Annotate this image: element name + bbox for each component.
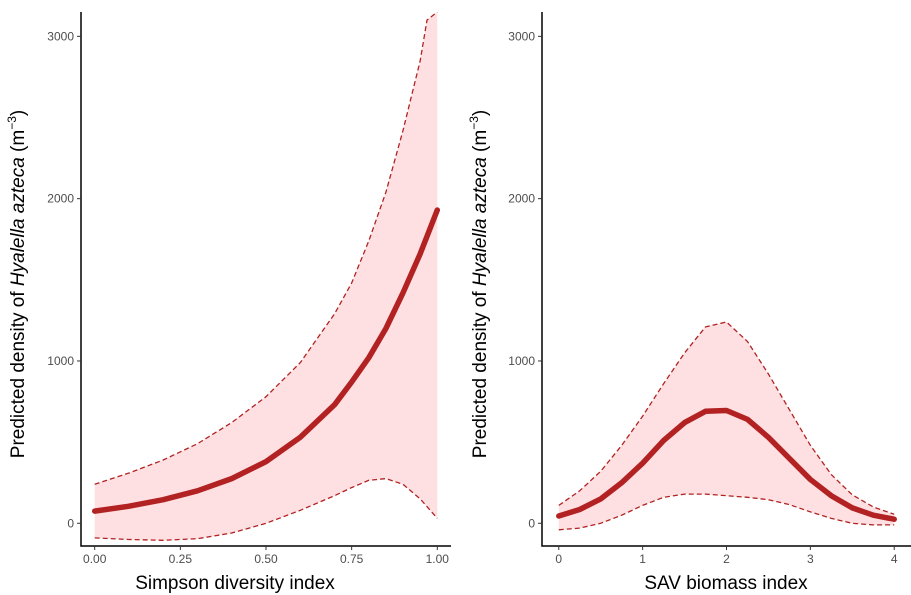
plot-area xyxy=(556,321,897,531)
y-title-unit-close: ) xyxy=(8,110,29,116)
plot-area xyxy=(91,12,441,541)
lower-bound-line xyxy=(558,493,895,531)
x-tick-label: 3 xyxy=(807,552,814,566)
y-tick-label: 1000 xyxy=(47,354,74,368)
y-title-species: Hyalella azteca xyxy=(8,157,29,286)
confidence-band xyxy=(558,322,895,530)
x-axis-title: SAV biomass index xyxy=(644,573,808,594)
y-title-prefix: Predicted density of xyxy=(8,286,29,458)
axis-lines xyxy=(80,12,451,547)
x-axis-title: Simpson diversity index xyxy=(135,573,335,594)
y-tick-label: 0 xyxy=(67,516,74,530)
x-tick-label: 2 xyxy=(723,552,730,566)
y-axis-title: Predicted density of Hyalella azteca (m−… xyxy=(5,110,29,458)
y-tick-label: 1000 xyxy=(508,354,535,368)
y-title-unit-close: ) xyxy=(470,110,491,116)
x-tick-label: 1 xyxy=(639,552,646,566)
y-tick-label: 2000 xyxy=(508,192,535,206)
lower-bound-line xyxy=(94,477,438,541)
upper-bound-line xyxy=(558,321,895,515)
x-tick-label: 0 xyxy=(555,552,562,566)
y-axis-title: Predicted density of Hyalella azteca (m−… xyxy=(467,110,491,458)
x-tick-label: 0.25 xyxy=(169,552,193,566)
x-tick-label: 0.50 xyxy=(254,552,278,566)
y-tick-label: 3000 xyxy=(47,29,74,43)
x-tick-label: 4 xyxy=(891,552,898,566)
fitted-line xyxy=(91,207,441,514)
panel-2: 0 1000 2000 3000 0 1 2 3 4 SAV biomass index Predi… xyxy=(467,12,911,594)
y-tick-label: 0 xyxy=(528,516,535,530)
x-tick-label: 1.00 xyxy=(426,552,450,566)
x-tick-label: 0.75 xyxy=(340,552,364,566)
x-tick-label: 0.00 xyxy=(83,552,107,566)
y-title-unit: (m xyxy=(470,130,491,157)
upper-bound-line xyxy=(94,12,438,485)
y-title-exponent: −3 xyxy=(5,116,19,130)
y-tick-label: 2000 xyxy=(47,192,74,206)
y-title-unit: (m xyxy=(8,130,29,157)
confidence-band xyxy=(94,12,438,541)
y-title-prefix: Predicted density of xyxy=(470,286,491,458)
y-title-species: Hyalella azteca xyxy=(470,157,491,286)
axis-lines xyxy=(541,12,911,547)
y-title-exponent: −3 xyxy=(467,116,481,130)
y-tick-label: 3000 xyxy=(508,29,535,43)
panel-1: 0 1000 2000 3000 0.00 0.25 0.50 0.75 1.00 Simpson… xyxy=(5,12,451,594)
fitted-line xyxy=(556,407,897,522)
